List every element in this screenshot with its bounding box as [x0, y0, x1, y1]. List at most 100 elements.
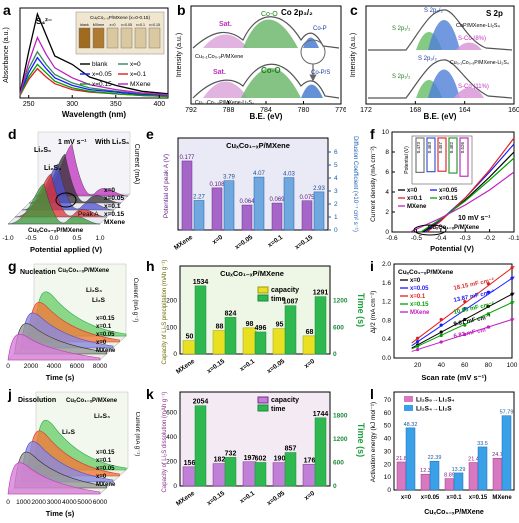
- i-ytick-label: 1.2: [382, 299, 391, 306]
- e-bar-potential: [241, 204, 253, 231]
- f-legend-label: MXene: [407, 204, 427, 210]
- e-category-label: MXene: [173, 234, 194, 252]
- h-bar-capacity-label: 95: [276, 322, 284, 329]
- chart-f-xlabel: Potential (V): [430, 244, 474, 253]
- g-xtick-label: 2000: [24, 363, 39, 370]
- e-y2tick-label: 3: [334, 188, 338, 195]
- f-caption: CuₓCo₁₋ₓP/MXene: [428, 225, 480, 231]
- chart-d-xlabel: Potential applied (V): [30, 245, 103, 254]
- chart-h-y2label: Time (s): [356, 293, 366, 327]
- d-xtick-label: -0.5: [25, 235, 37, 242]
- e-title: CuₓCo₁₋ₓP/MXene: [226, 141, 290, 150]
- e-bar-potential-label: 0.069: [269, 197, 285, 203]
- l-bar-s8: [492, 457, 503, 491]
- i-data-point: [510, 266, 514, 270]
- f-series-line: [409, 171, 515, 233]
- g-xtick-label: 4000: [47, 363, 62, 370]
- h-bar-capacity-label: 88: [216, 324, 224, 331]
- h-legend-swatch: [257, 286, 269, 294]
- a-inset-label: x=0: [110, 23, 116, 27]
- l-bar-s4-label: 48.32: [404, 422, 418, 428]
- h-bar-time: [194, 285, 207, 355]
- k-bar-capacity: [272, 462, 287, 487]
- chart-j-ylabel: Current (mA g⁻¹): [134, 412, 140, 457]
- h-bar-time: [224, 317, 237, 355]
- l-bar-s4-label: 33.5: [477, 441, 488, 447]
- k-category-label: x=0.1: [239, 490, 257, 505]
- panel-f: -0.6 -0.5 -0.4 -0.3 -0.2 -0.1 0 2 4 6 8 10 0.473 0.4…: [368, 124, 519, 254]
- e-bar-diffusion-label: 2.93: [313, 186, 325, 192]
- d-xtick-label: 1.0: [95, 235, 104, 242]
- l-legend-swatch: [404, 405, 413, 411]
- panel-letter-c: c: [350, 2, 358, 18]
- chart-b: Intensity (a.u.) B.E. (eV) 792 788 784 780 7…: [176, 5, 347, 121]
- e-bar-potential-label: 0.108: [209, 182, 225, 188]
- j-title: Dissolution: [18, 397, 56, 404]
- panel-letter-e: e: [146, 126, 154, 142]
- e-y2tick-label: 5: [334, 162, 338, 169]
- h-y2tick-label: 600: [333, 324, 344, 331]
- i-data-point: [439, 340, 443, 344]
- b-bot-coo-peak: [241, 68, 301, 98]
- k-bar-capacity-label: 176: [304, 457, 316, 464]
- k-bar-capacity: [182, 466, 197, 487]
- l-bar-s8-label: 21.8: [396, 456, 407, 462]
- h-legend-label: time: [271, 296, 286, 303]
- e-y2tick-label: 0: [334, 227, 338, 234]
- j-species-li2s: Li₂S: [62, 429, 76, 436]
- chart-h-ylabel: Capacity of Li₂S precipitation (mAh g⁻¹): [162, 260, 168, 365]
- panel-i: 20 40 60 80 100 0.0 0.4 0.8 1.2 1.6 2.0 CuₓCo₁₋ₓP/…: [368, 256, 519, 382]
- chart-c-xlabel: B.E. (eV): [424, 112, 457, 121]
- panel-letter-h: h: [146, 258, 155, 274]
- a-inset-label: blank: [80, 23, 89, 27]
- b-top-cop-peak: [303, 37, 319, 48]
- f-legend-label: x=0.05: [439, 188, 458, 194]
- i-data-point: [486, 325, 490, 329]
- l-bar-s4: [453, 472, 464, 491]
- l-ytick-label: 50: [384, 423, 392, 430]
- d-xtick-label: 0.0: [49, 235, 58, 242]
- c-xtick-label: 164: [459, 107, 471, 114]
- d-species-li2s6: Li₂S₆: [34, 147, 51, 154]
- g-series-curve: [7, 333, 101, 361]
- l-bar-s4-label: 13.29: [452, 467, 466, 473]
- d-caption: CuₓCo₁₋ₓP/MXene: [28, 227, 84, 234]
- a-legend-label: x=0: [130, 61, 141, 68]
- b-sample-bot: Cu₀.₁Co₀.₉P/MXene-Li₂S₄: [195, 100, 254, 106]
- e-y2tick-label: 4: [334, 175, 338, 182]
- f-inset-bar: [426, 137, 436, 173]
- k-y2tick-label: 600: [333, 460, 344, 467]
- h-y2tick-label: 1200: [333, 298, 348, 305]
- chart-g-ylabel: Current (mA g⁻¹): [132, 278, 138, 323]
- l-category-label: x=0.05: [421, 495, 440, 501]
- chart-f-ylabel: Current density (mA cm⁻²): [370, 146, 377, 222]
- chart-a-ylabel: Absorbance (a.u.): [3, 27, 10, 83]
- a-xtick-label: 300: [66, 101, 78, 108]
- b-top-coo-peak: [243, 19, 298, 48]
- panel-h: CuₓCo₁₋ₓP/MXene 50 88 98 95 68 1534 824 496 1087…: [140, 256, 368, 382]
- e-category-label: x=0: [211, 234, 224, 246]
- h-bar-capacity-label: 50: [186, 334, 194, 341]
- i-data-point: [416, 347, 420, 352]
- panel-letter-a: a: [3, 2, 11, 18]
- e-bar-potential-label: 0.075: [299, 195, 315, 201]
- g-title: Nucleation: [20, 269, 56, 276]
- f-xtick-label: -0.2: [484, 235, 496, 242]
- e-y2tick-label: 1: [334, 214, 338, 221]
- i-ytick-label: 0.0: [382, 355, 391, 362]
- c-top-s2p32-peak: [428, 20, 460, 50]
- panel-l: 21.8 12.3 8.89 21.4 24.7 48.32 22.39 13.29 33.5 5…: [368, 384, 519, 518]
- h-bar-time: [284, 305, 297, 355]
- f-xtick-label: -0.3: [460, 235, 472, 242]
- k-legend-swatch: [257, 404, 269, 412]
- h-bar-capacity: [212, 330, 227, 355]
- a-series-line: [19, 35, 169, 96]
- d-xtick-label: 0.5: [72, 235, 81, 242]
- i-data-point: [439, 333, 443, 338]
- k-category-label: MXene: [175, 490, 196, 508]
- f-ytick-label: 4: [385, 189, 389, 196]
- i-data-point: [439, 323, 443, 327]
- l-bar-s4: [429, 460, 440, 491]
- i-xtick-label: 80: [485, 362, 493, 369]
- i-data-point: [463, 323, 467, 327]
